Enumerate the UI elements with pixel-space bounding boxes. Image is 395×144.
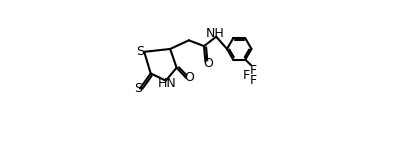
Text: HN: HN — [158, 77, 177, 90]
Text: F: F — [250, 64, 257, 77]
Text: NH: NH — [206, 27, 225, 40]
Text: O: O — [184, 71, 194, 84]
Text: S: S — [137, 45, 145, 58]
Text: F: F — [243, 69, 250, 82]
Text: O: O — [203, 57, 213, 70]
Text: F: F — [250, 74, 257, 87]
Text: S: S — [134, 82, 143, 95]
